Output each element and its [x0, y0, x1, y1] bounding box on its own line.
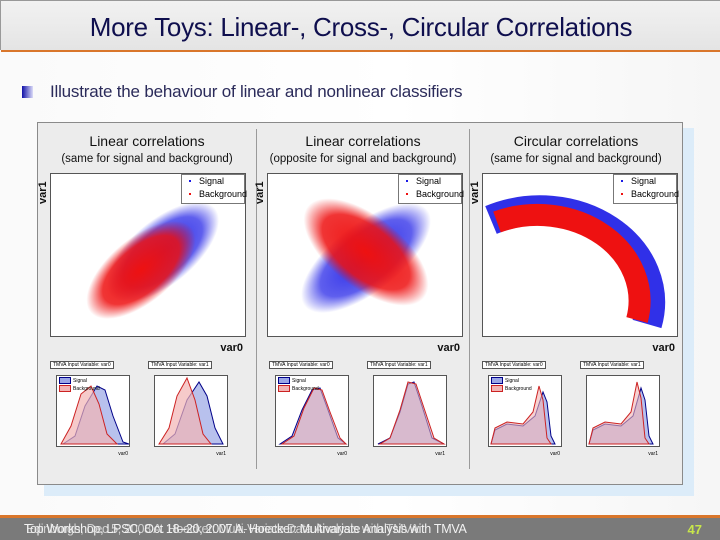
scatter-plot: Signal Background var1 var0 — [37, 173, 248, 354]
y-axis-label: var1 — [469, 181, 481, 204]
legend-background: Background — [199, 189, 248, 199]
legend-signal: Signal — [199, 176, 225, 186]
histogram-title: TMVA Input Variable: var0 — [269, 361, 333, 369]
scatter-plot: Signal Background var1 var0 — [254, 173, 465, 354]
histogram-xlabel: var0 — [118, 451, 128, 457]
scatter-plot: Signal Background var1 var0 — [469, 173, 680, 354]
legend-signal: Signal — [416, 176, 442, 186]
x-axis-label: var0 — [652, 342, 675, 354]
scatter-legend: Signal Background — [613, 174, 680, 204]
histogram-var0: TMVA Input Variable: var0 Signal Backgrou… — [50, 361, 130, 461]
scatter-legend: Signal Background — [181, 174, 248, 204]
x-axis-label: var0 — [437, 342, 460, 354]
legend-signal: Signal — [631, 176, 657, 186]
histogram-title: TMVA Input Variable: var1 — [148, 361, 212, 369]
square-bullet-icon — [22, 86, 33, 98]
histogram-title: TMVA Input Variable: var0 — [50, 361, 114, 369]
scatter-points — [301, 198, 431, 313]
histogram-var0: TMVA Input Variable: var0 Signal Backgrou… — [482, 361, 562, 461]
column-title: Linear correlations — [89, 133, 205, 149]
histogram-var1: TMVA Input Variable: var1 var1 — [367, 361, 447, 461]
column-linear-same: Linear correlations (same for signal and… — [37, 123, 256, 484]
scatter-points — [86, 201, 220, 319]
histogram-frame: Signal Background — [56, 375, 130, 447]
column-subtitle: (opposite for signal and background) — [269, 153, 457, 165]
column-title: Circular correlations — [513, 133, 639, 149]
histogram-var1: TMVA Input Variable: var1 var1 — [580, 361, 660, 461]
column-subtitle: (same for signal and background) — [490, 153, 662, 165]
histogram-frame: Signal Background — [275, 375, 349, 447]
footer-bar: Top Workshop, LPSC, Oct 18–20, 2007 A. H… — [0, 515, 720, 540]
slide-title: More Toys: Linear-, Cross-, Circular Cor… — [89, 12, 633, 42]
bullet-point: Illustrate the behaviour of linear and n… — [22, 82, 462, 102]
column-linear-opposite: Linear correlations (opposite for signal… — [254, 123, 469, 484]
histogram-frame — [373, 375, 447, 447]
histogram-xlabel: var1 — [648, 451, 658, 457]
histogram-title: TMVA Input Variable: var0 — [482, 361, 546, 369]
histogram-title: TMVA Input Variable: var1 — [580, 361, 644, 369]
histogram-frame: Signal Background — [488, 375, 562, 447]
histogram-var0: TMVA Input Variable: var0 Signal Backgrou… — [269, 361, 349, 461]
histogram-var1: TMVA Input Variable: var1 var1 — [148, 361, 228, 461]
column-subtitle: (same for signal and background) — [61, 153, 233, 165]
bullet-text: Illustrate the behaviour of linear and n… — [50, 82, 463, 101]
title-bar: More Toys: Linear-, Cross-, Circular Cor… — [0, 0, 720, 52]
page-number: 47 — [687, 522, 702, 537]
y-axis-label: var1 — [37, 181, 49, 204]
histogram-frame — [586, 375, 660, 447]
legend-background: Background — [416, 189, 465, 199]
scatter-legend: Signal Background — [398, 174, 465, 204]
histogram-xlabel: var0 — [550, 451, 560, 457]
column-divider — [469, 129, 470, 469]
histogram-xlabel: var1 — [435, 451, 445, 457]
column-title: Linear correlations — [305, 133, 421, 149]
histogram-xlabel: var0 — [337, 451, 347, 457]
x-axis-label: var0 — [220, 342, 243, 354]
column-divider — [256, 129, 257, 469]
title-divider — [1, 50, 720, 52]
y-axis-label: var1 — [254, 181, 266, 204]
footer-text-a: Top Workshop, LPSC, Oct 18–20, 2007 A. H… — [24, 522, 467, 536]
column-circular: Circular correlations (same for signal a… — [469, 123, 682, 484]
scatter-points — [485, 195, 666, 329]
legend-background: Background — [631, 189, 680, 199]
footer-text-b: Edinburgh, Dec 5, 2008 A. Hoecker: Multi… — [26, 522, 419, 536]
histogram-xlabel: var1 — [216, 451, 226, 457]
figure-panel: Linear correlations (same for signal and… — [37, 122, 683, 485]
histogram-frame — [154, 375, 228, 447]
histogram-title: TMVA Input Variable: var1 — [367, 361, 431, 369]
